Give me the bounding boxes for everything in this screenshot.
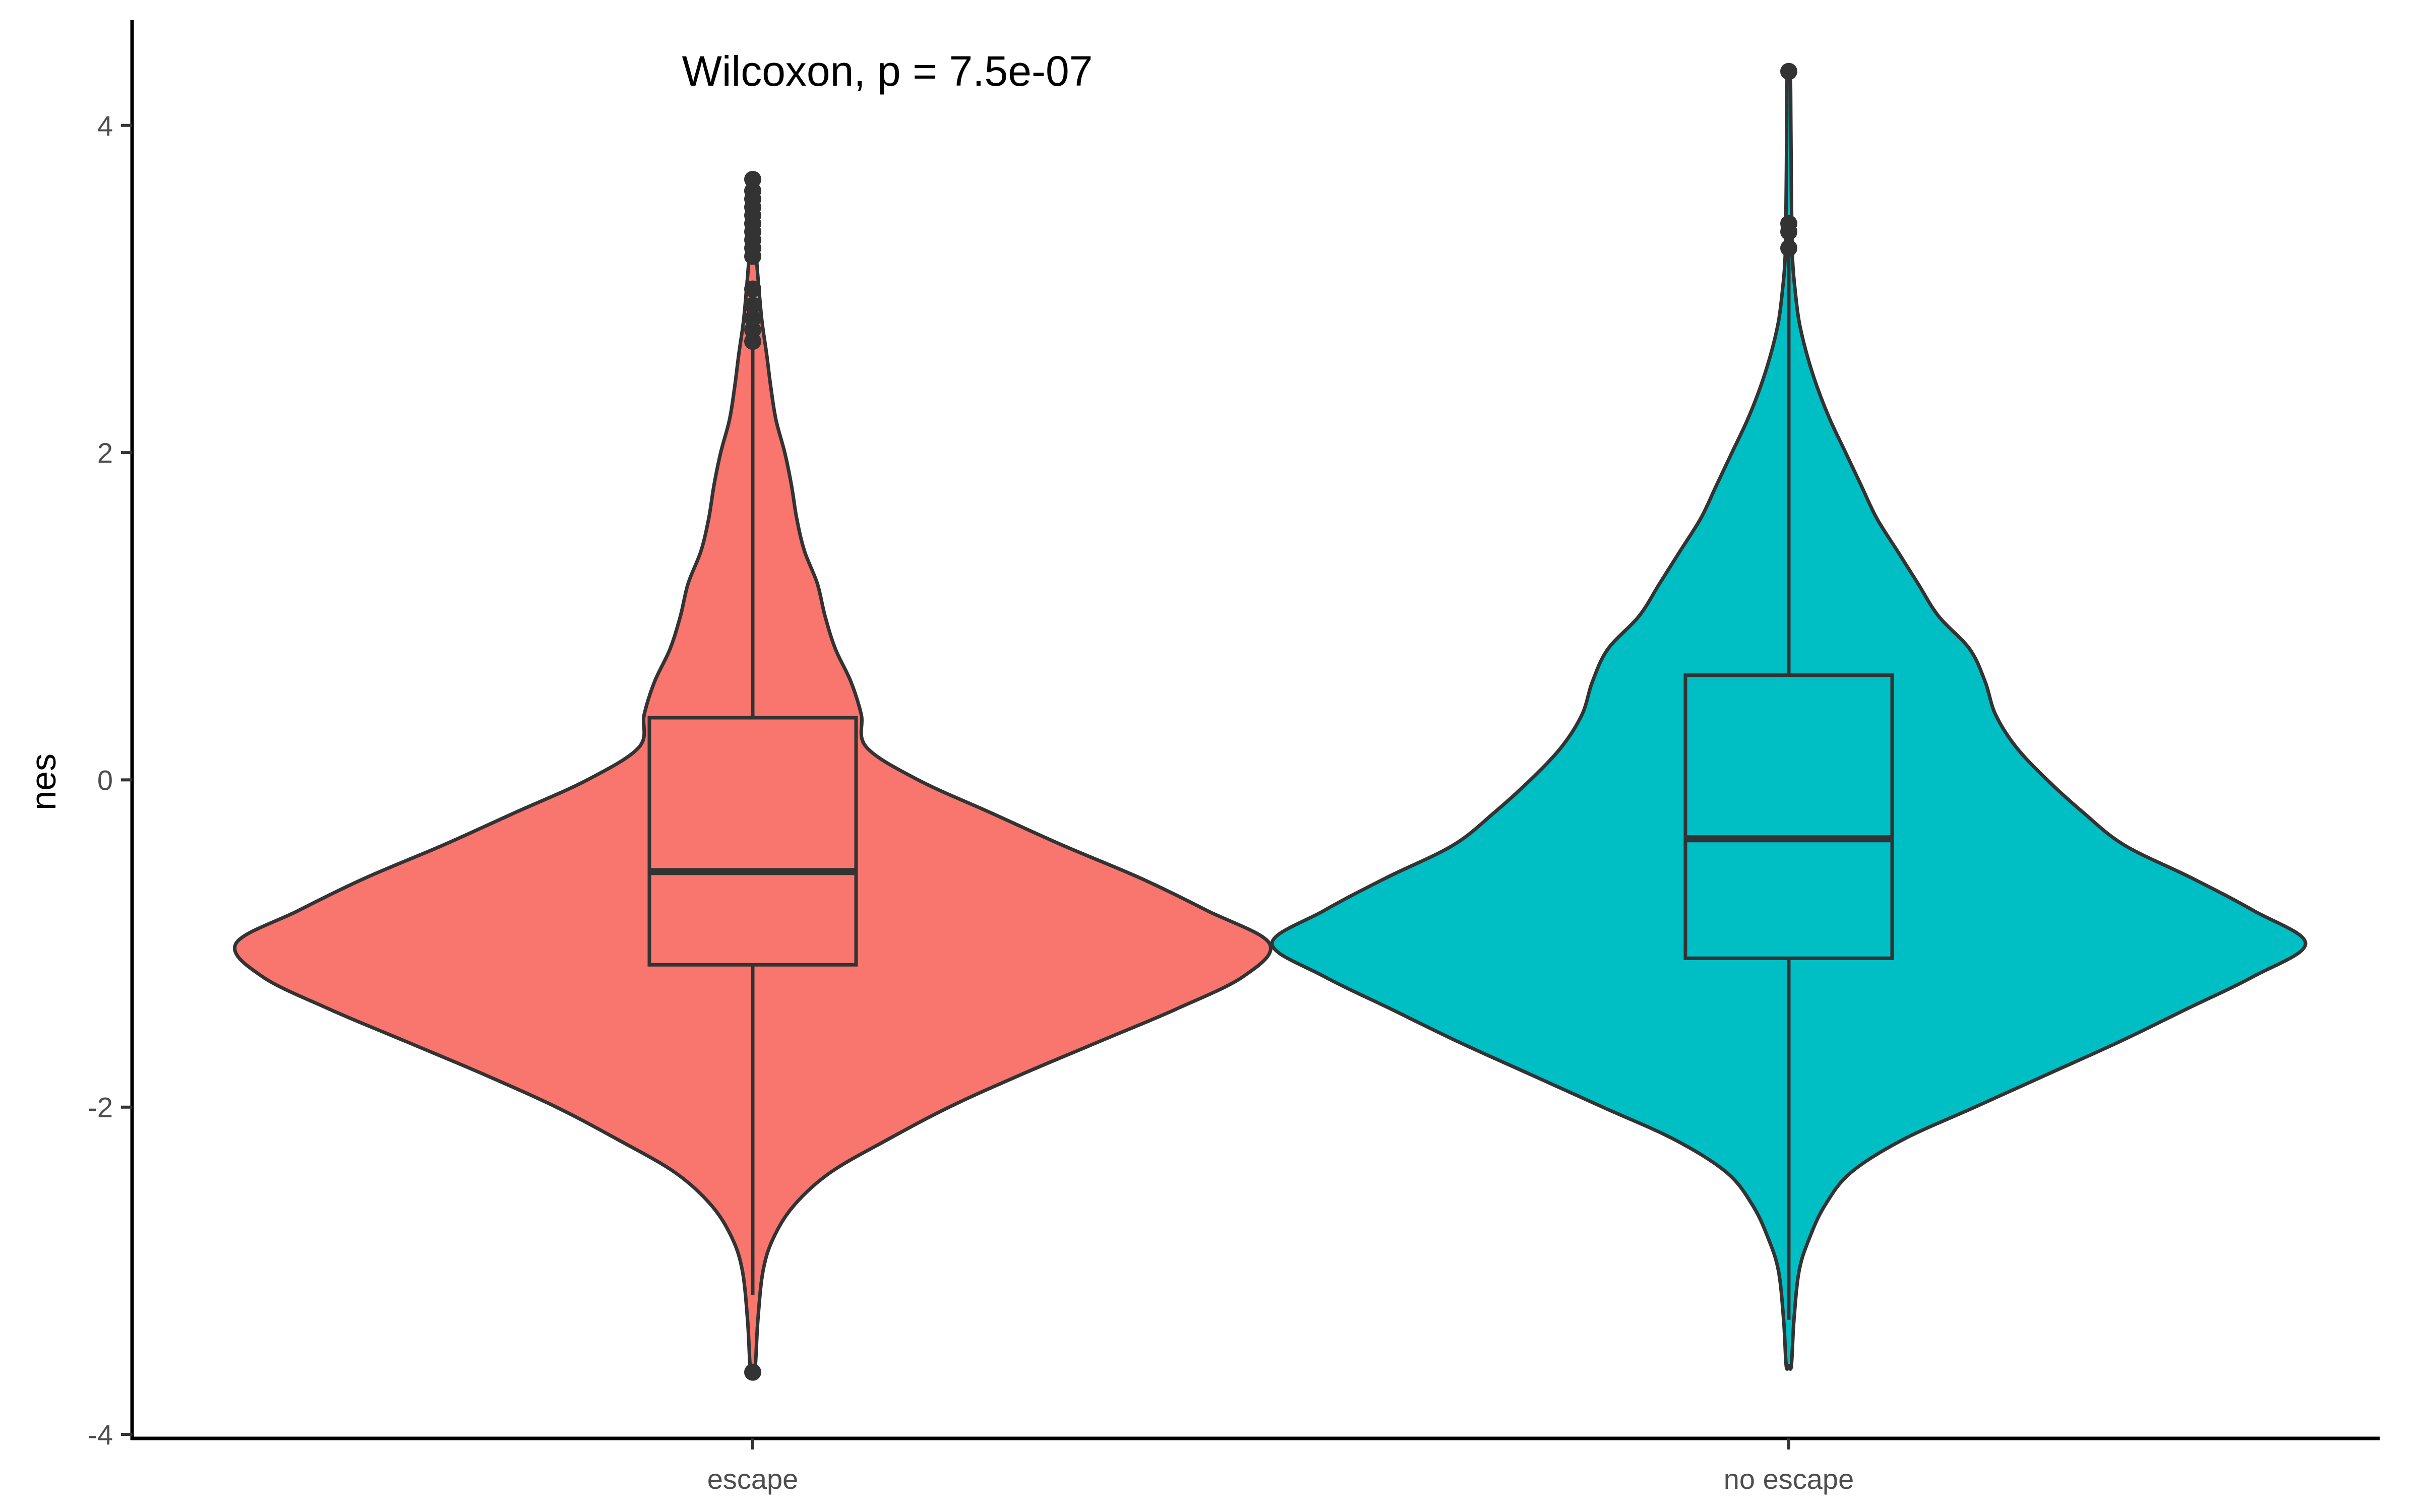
x-tick-label: no escape — [1724, 1463, 1854, 1495]
violin-group-no-escape — [1270, 62, 2308, 1371]
outlier-point — [744, 309, 761, 327]
outlier-point — [744, 1363, 761, 1381]
outlier-point — [1780, 215, 1797, 232]
y-tick-label: -2 — [88, 1092, 113, 1123]
outlier-point — [1780, 239, 1797, 257]
outlier-point — [744, 296, 761, 314]
box — [1683, 673, 1894, 960]
x-axis-ticks: escape no escape — [707, 1438, 1854, 1495]
wilcoxon-annotation: Wilcoxon, p = 7.5e-07 — [682, 47, 1093, 95]
y-axis-ticks: -4 -2 0 2 4 — [88, 110, 132, 1451]
axes: -4 -2 0 2 4 escape no escape — [88, 20, 2380, 1495]
plot-area — [233, 62, 2308, 1381]
y-tick-label: 4 — [97, 110, 113, 142]
outlier-point — [744, 170, 761, 188]
y-tick-label: 0 — [97, 764, 113, 796]
y-tick-label: -4 — [88, 1419, 113, 1451]
outlier-point — [744, 280, 761, 298]
y-tick-label: 2 — [97, 437, 113, 469]
violin-group-escape — [233, 170, 1273, 1381]
box — [647, 716, 858, 967]
x-tick-label: escape — [707, 1463, 799, 1495]
y-axis-title: nes — [24, 753, 63, 810]
outlier-point — [1780, 62, 1797, 80]
